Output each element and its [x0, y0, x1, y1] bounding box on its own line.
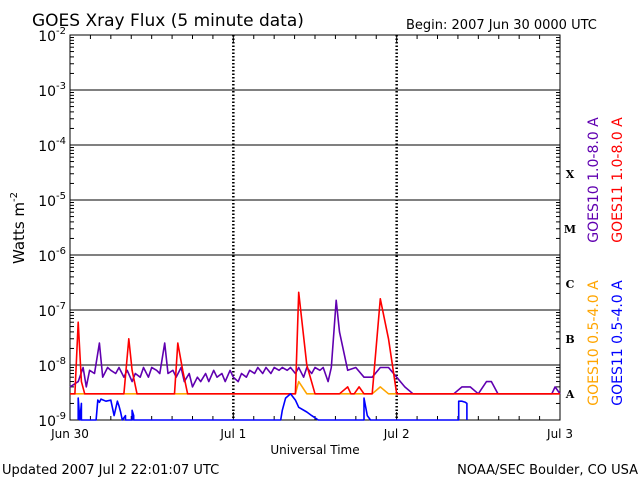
series-line-0 [69, 299, 561, 395]
flare-class-b: B [565, 333, 574, 346]
legend: GOES10 1.0-8.0 A GOES11 1.0-8.0 A GOES10 0… [586, 117, 626, 406]
plot-area [69, 34, 561, 421]
x-axis-label: Universal Time [270, 443, 359, 457]
x-tick-label: Jun 30 [50, 427, 89, 441]
y-tick-label: 10-5 [38, 191, 66, 210]
series-line-3 [77, 392, 468, 421]
updated-timestamp: Updated 2007 Jul 2 22:01:07 UTC [2, 463, 219, 478]
y-tick-label: 10-9 [38, 411, 66, 430]
y-tick-label: 10-6 [38, 246, 66, 265]
y-axis-label-sup: -2 [9, 192, 20, 202]
y-tick-label: 10-8 [38, 356, 66, 375]
begin-label: Begin: 2007 Jun 30 0000 UTC [406, 18, 597, 33]
y-tick-label: 10-2 [38, 26, 66, 45]
legend-label: GOES10 0.5-4.0 A [586, 280, 602, 406]
y-axis-label-text: Watts m [10, 202, 28, 264]
legend-label: GOES11 0.5-4.0 A [610, 280, 626, 406]
flare-class-c: C [566, 278, 575, 291]
y-axis-ticks: 10-9 10-8 10-7 10-6 10-5 10-4 10-3 10-2 [38, 26, 560, 430]
x-tick-label: Jul 2 [383, 427, 410, 441]
legend-label: GOES11 1.0-8.0 A [610, 117, 626, 243]
flare-class-m: M [564, 223, 576, 236]
chart-title: GOES Xray Flux (5 minute data) [32, 11, 304, 31]
legend-entry: GOES11 1.0-8.0 A [610, 117, 626, 243]
legend-entry: GOES10 1.0-8.0 A [586, 117, 602, 243]
flare-class-labels: X M C B A [564, 168, 576, 401]
legend-entry: GOES11 0.5-4.0 A [610, 280, 626, 406]
x-tick-label: Jul 3 [546, 427, 573, 441]
x-tick-label: Jul 1 [219, 427, 246, 441]
svg-text:Watts m-2: Watts m-2 [9, 192, 28, 264]
x-axis-ticks: Jun 30 Jul 1 Jul 2 Jul 3 [50, 35, 573, 441]
grid-lines [70, 89, 560, 366]
day-dividers [232, 35, 398, 420]
y-tick-label: 10-7 [38, 301, 66, 320]
flare-class-a: A [565, 388, 575, 401]
legend-label: GOES10 1.0-8.0 A [586, 117, 602, 243]
y-axis-label: Watts m-2 [9, 192, 28, 264]
y-tick-label: 10-3 [38, 81, 66, 100]
credit: NOAA/SEC Boulder, CO USA [457, 463, 638, 478]
legend-entry: GOES10 0.5-4.0 A [586, 280, 602, 406]
y-tick-label: 10-4 [38, 136, 66, 155]
flare-class-x: X [566, 168, 575, 181]
series-line-1 [70, 291, 560, 395]
series-lines [69, 291, 561, 421]
